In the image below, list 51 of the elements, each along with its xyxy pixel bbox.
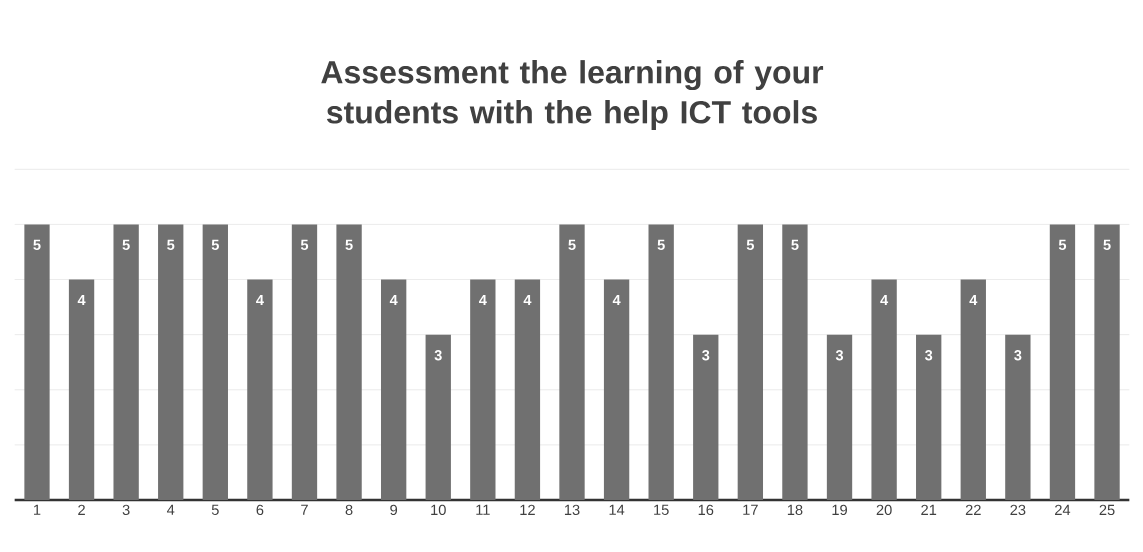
x-tick-label: 24 bbox=[1055, 504, 1071, 515]
data-label: 4 bbox=[969, 294, 978, 306]
data-label: 5 bbox=[167, 239, 175, 251]
x-tick-label: 15 bbox=[654, 504, 669, 515]
x-tick-label: 16 bbox=[698, 504, 714, 516]
x-tick-label: 25 bbox=[1099, 504, 1115, 516]
x-tick-label: 13 bbox=[564, 504, 580, 516]
x-tick-label: 3 bbox=[122, 504, 130, 516]
data-label: 5 bbox=[568, 239, 576, 251]
data-label: 5 bbox=[33, 239, 41, 251]
x-tick-label: 5 bbox=[211, 504, 219, 515]
x-tick-label: 9 bbox=[390, 504, 398, 516]
chart-title: Assessment the learning of your students with the help ICT tools bbox=[321, 60, 824, 130]
data-label: 4 bbox=[880, 294, 889, 306]
x-tick-label: 22 bbox=[965, 504, 981, 515]
data-label: 4 bbox=[478, 294, 487, 306]
data-label: 3 bbox=[924, 350, 933, 361]
x-tick-label: 4 bbox=[166, 504, 175, 515]
x-tick-label: 10 bbox=[431, 504, 446, 516]
data-label: 4 bbox=[256, 294, 264, 306]
data-label: 5 bbox=[211, 239, 219, 251]
data-label: 5 bbox=[1058, 239, 1067, 251]
x-tick-label: 20 bbox=[876, 504, 892, 516]
x-tick-label: 21 bbox=[921, 504, 937, 515]
data-label: 3 bbox=[434, 350, 442, 361]
data-label: 5 bbox=[1103, 239, 1111, 251]
data-label: 5 bbox=[657, 239, 665, 251]
data-label: 4 bbox=[77, 294, 86, 306]
data-label: 4 bbox=[523, 294, 532, 306]
data-label: 5 bbox=[746, 239, 755, 251]
data-label: 5 bbox=[345, 239, 353, 251]
x-tick-label: 23 bbox=[1010, 504, 1026, 516]
data-label: 5 bbox=[300, 239, 309, 251]
x-tick-label: 7 bbox=[301, 504, 308, 515]
data-label: 3 bbox=[1014, 350, 1022, 361]
data-label: 4 bbox=[612, 294, 621, 306]
x-tick-label: 12 bbox=[520, 504, 535, 515]
x-tick-label: 6 bbox=[256, 504, 264, 516]
data-label: 4 bbox=[389, 294, 398, 306]
x-tick-label: 18 bbox=[787, 504, 803, 516]
data-label: 3 bbox=[702, 350, 710, 361]
x-tick-label: 1 bbox=[34, 504, 41, 515]
x-tick-label: 14 bbox=[609, 504, 625, 515]
x-tick-label: 11 bbox=[476, 504, 490, 515]
data-label: 5 bbox=[791, 239, 799, 251]
data-label: 5 bbox=[122, 239, 130, 251]
x-tick-label: 8 bbox=[345, 504, 353, 516]
x-tick-label: 2 bbox=[78, 504, 85, 515]
x-tick-label: 17 bbox=[743, 504, 758, 515]
x-tick-label: 19 bbox=[832, 504, 847, 516]
data-label: 3 bbox=[835, 350, 844, 361]
